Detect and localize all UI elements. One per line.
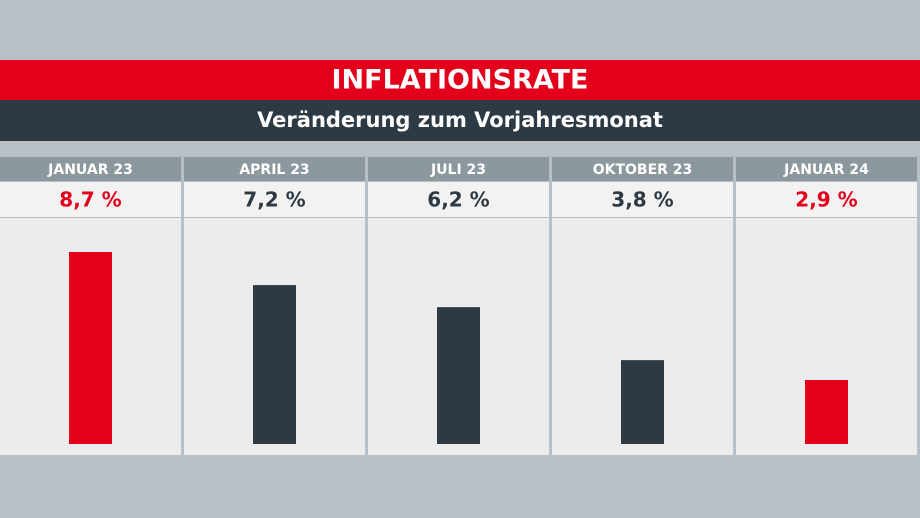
bar: [253, 285, 296, 444]
bar: [437, 307, 480, 444]
column-header: [0, 157, 181, 181]
title-banner: [0, 60, 920, 100]
value-cell: [736, 182, 917, 217]
category-label: OKTOBER 23: [593, 162, 693, 178]
column-header: [552, 157, 733, 181]
bar: [805, 380, 848, 444]
category-label: JANUAR 24: [783, 162, 869, 178]
subtitle-banner: [0, 100, 920, 141]
category-label: APRIL 23: [239, 162, 309, 178]
category-label: JULI 23: [430, 162, 486, 178]
value-label: 2,9 %: [795, 188, 857, 212]
value-label: 8,7 %: [59, 188, 121, 212]
value-label: 6,2 %: [427, 188, 489, 212]
category-label: JANUAR 23: [47, 162, 133, 178]
chart-subtitle: Veränderung zum Vorjahresmonat: [257, 108, 663, 132]
value-cell: [184, 182, 365, 217]
value-label: 3,8 %: [611, 188, 673, 212]
bar: [621, 360, 664, 444]
value-cell: [0, 182, 181, 217]
column-header: [184, 157, 365, 181]
bar: [69, 252, 112, 444]
column-header: [736, 157, 917, 181]
chart-title: INFLATIONSRATE: [331, 65, 588, 96]
value-cell: [368, 182, 549, 217]
value-label: 7,2 %: [243, 188, 305, 212]
value-cell: [552, 182, 733, 217]
column-header: [368, 157, 549, 181]
